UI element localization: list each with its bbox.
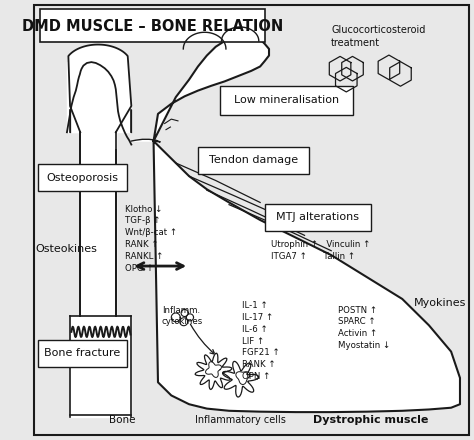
Text: Bone: Bone: [109, 415, 136, 425]
Text: MTJ alterations: MTJ alterations: [276, 213, 359, 222]
Text: Tendon damage: Tendon damage: [209, 155, 298, 165]
Polygon shape: [195, 353, 232, 389]
FancyBboxPatch shape: [40, 10, 264, 42]
Text: DMD MUSCLE – BONE RELATION: DMD MUSCLE – BONE RELATION: [22, 18, 283, 33]
Polygon shape: [70, 316, 131, 418]
FancyBboxPatch shape: [38, 340, 127, 367]
Text: POSTN ↑
SPARC ↑
Activin ↑
Myostatin ↓: POSTN ↑ SPARC ↑ Activin ↑ Myostatin ↓: [338, 305, 390, 350]
Text: Dystrophic muscle: Dystrophic muscle: [313, 415, 429, 425]
Text: Low mineralisation: Low mineralisation: [234, 95, 339, 106]
Polygon shape: [70, 110, 131, 316]
FancyBboxPatch shape: [264, 204, 371, 231]
Text: Osteokines: Osteokines: [36, 243, 98, 253]
FancyBboxPatch shape: [38, 164, 127, 191]
Text: Utrophin ↑   Vinculin ↑
ITGA7 ↑      Tallin ↑: Utrophin ↑ Vinculin ↑ ITGA7 ↑ Tallin ↑: [271, 240, 371, 260]
FancyBboxPatch shape: [198, 147, 309, 174]
Polygon shape: [80, 132, 116, 316]
Polygon shape: [131, 139, 160, 142]
Polygon shape: [68, 44, 131, 132]
Polygon shape: [154, 36, 269, 141]
Text: Inflamm.
cytokines: Inflamm. cytokines: [162, 305, 203, 326]
Text: Inflammatory cells: Inflammatory cells: [195, 415, 286, 425]
Text: Glucocorticosteroid
treatment: Glucocorticosteroid treatment: [331, 25, 426, 48]
Polygon shape: [223, 361, 259, 397]
Text: Myokines: Myokines: [414, 298, 466, 308]
FancyBboxPatch shape: [220, 86, 354, 115]
Text: Klotho ↓
TGF-β ↑
Wnt/β-cat ↑
RANK ↑
RANKL ↑
OPG ↑: Klotho ↓ TGF-β ↑ Wnt/β-cat ↑ RANK ↑ RANK…: [125, 205, 177, 273]
Text: Bone fracture: Bone fracture: [45, 348, 120, 358]
Polygon shape: [154, 141, 460, 412]
Text: IL-1 ↑
IL-17 ↑
IL-6 ↑
LIF ↑
FGF21 ↑
RANK ↑
OPN ↑: IL-1 ↑ IL-17 ↑ IL-6 ↑ LIF ↑ FGF21 ↑ RANK…: [242, 301, 280, 381]
Text: Osteoporosis: Osteoporosis: [46, 173, 118, 183]
